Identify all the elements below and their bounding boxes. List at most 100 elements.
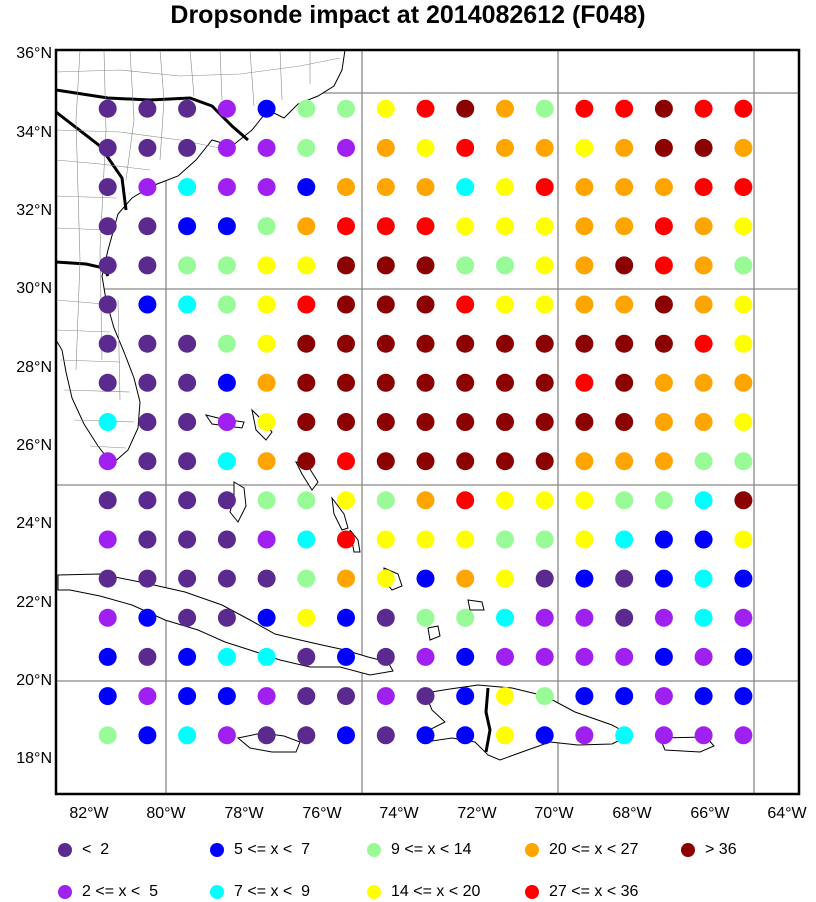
impact-dot [376,138,395,157]
impact-dot [297,334,316,353]
impact-dot [98,530,117,549]
impact-dot [178,99,197,118]
impact-dot [98,99,117,118]
impact-dot [615,569,634,588]
impact-dot [535,373,554,392]
impact-dot [178,647,197,666]
impact-dot [615,530,634,549]
impact-dot [217,334,236,353]
impact-dot [615,138,634,157]
impact-dot [337,217,355,236]
lat-tick-label: 36°N [16,45,52,62]
impact-dot [297,726,316,745]
impact-dot [694,138,713,157]
impact-dot [456,726,475,745]
impact-dot [456,491,475,510]
impact-dot [138,178,157,197]
impact-dot [654,491,673,510]
impact-dot [416,373,435,392]
impact-dot [575,569,594,588]
impact-dot [217,726,236,745]
lon-tick-label: 78°W [224,805,264,822]
impact-dot [217,413,236,431]
impact-dot [297,373,316,392]
impact-dot [376,452,395,471]
lon-tick-label: 72°W [457,805,497,822]
impact-dot [496,373,514,392]
impact-dot [575,178,594,197]
impact-dot [496,530,514,549]
legend-label: < 2 [82,841,110,858]
impact-dot [337,530,355,549]
impact-dot [98,373,117,392]
impact-dot [496,99,514,118]
impact-dot [615,217,634,236]
impact-dot [337,413,355,431]
impact-dot [496,647,514,666]
impact-dot [138,256,157,275]
legend-label: 14 <= x < 20 [391,883,481,900]
impact-dot [654,138,673,157]
legend-label: 9 <= x < 14 [391,841,472,858]
impact-dot [734,608,753,627]
legend-swatch [681,843,695,857]
impact-dot [178,687,197,706]
impact-dot [734,569,753,588]
impact-dot [535,295,554,314]
lon-tick-label: 64°W [767,805,807,822]
impact-dot [535,608,554,627]
lat-tick-label: 34°N [16,124,52,141]
impact-dot [257,373,276,392]
legend-label: 5 <= x < 7 [234,841,311,858]
impact-dot [337,726,355,745]
impact-dot [575,530,594,549]
legend-label: 2 <= x < 5 [82,883,159,900]
lat-tick-label: 28°N [16,359,52,376]
impact-dot [654,647,673,666]
impact-dot [615,295,634,314]
impact-dot [376,334,395,353]
impact-dot [615,413,634,431]
impact-dot [535,569,554,588]
impact-dot [575,452,594,471]
impact-dot [297,217,316,236]
legend-label: > 36 [705,841,737,858]
impact-dot [217,687,236,706]
impact-dot [734,138,753,157]
impact-dot [178,217,197,236]
impact-dot [178,608,197,627]
impact-dot [217,569,236,588]
impact-dot [217,138,236,157]
impact-dot [694,99,713,118]
legend-item: > 36 [681,840,737,860]
impact-dot [217,99,236,118]
impact-dot [456,138,475,157]
lat-tick-label: 22°N [16,594,52,611]
impact-dot [496,491,514,510]
impact-dot [694,647,713,666]
impact-dot [575,647,594,666]
impact-dot [535,530,554,549]
impact-dot [456,373,475,392]
legend-item: 5 <= x < 7 [210,840,310,860]
impact-dot [217,491,236,510]
impact-dot [615,99,634,118]
impact-dot [734,99,753,118]
impact-dot [217,647,236,666]
impact-dot [376,256,395,275]
legend-swatch [525,885,539,899]
impact-dot [575,295,594,314]
impact-dot [575,491,594,510]
impact-dot [654,217,673,236]
impact-dot [376,687,395,706]
impact-dot [98,217,117,236]
impact-dot [138,608,157,627]
impact-dot [535,256,554,275]
impact-dot [217,530,236,549]
impact-dot [178,334,197,353]
impact-dot [337,608,355,627]
impact-dot [138,687,157,706]
impact-dot [98,256,117,275]
impact-dot [654,256,673,275]
impact-dot [456,569,475,588]
